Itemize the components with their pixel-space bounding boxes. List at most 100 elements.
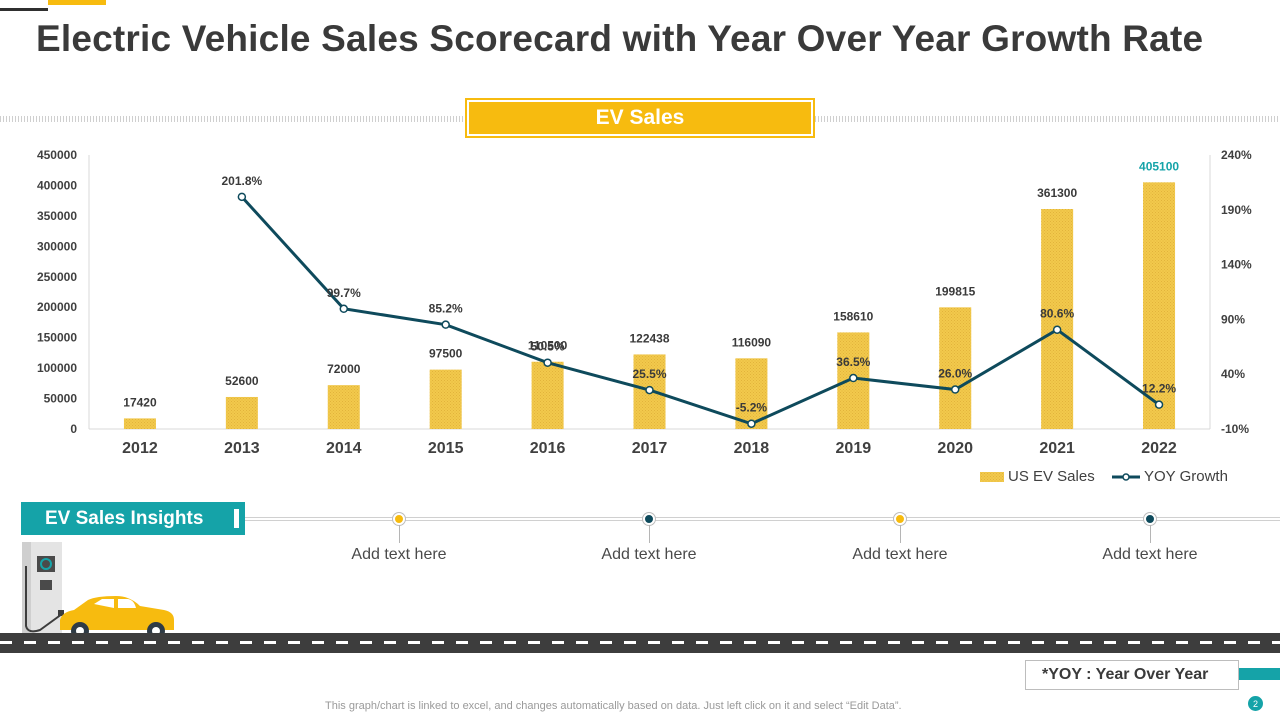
line-point: [645, 385, 654, 395]
y-left-tick-label: 50000: [44, 392, 78, 406]
line-point: [543, 358, 552, 367]
line-point: [237, 192, 247, 202]
bar: [225, 396, 258, 429]
yoy-definition: *YOY : Year Over Year: [1025, 660, 1239, 690]
line-point: [1052, 325, 1062, 334]
y-right-tick-label: -10%: [1221, 422, 1249, 436]
y-left-tick-label: 450000: [37, 148, 77, 162]
x-tick-label: 2015: [428, 440, 464, 457]
line-data-label: 50.5%: [531, 340, 565, 354]
x-tick-label: 2012: [122, 440, 158, 457]
insight-text-4[interactable]: Add text here: [1102, 546, 1198, 563]
timeline-stem-2: [649, 525, 650, 543]
ev-charging-illustration: [22, 542, 174, 638]
charger-cable: [25, 566, 63, 633]
timeline-stem-3: [900, 525, 901, 543]
line-point: [747, 419, 756, 428]
hatch-divider-right: [815, 116, 1280, 122]
line-data-label: 12.2%: [1142, 382, 1176, 396]
x-tick-label: 2017: [632, 440, 668, 457]
accent-bar-yellow: [48, 0, 106, 5]
bar-data-label: 110500: [528, 339, 568, 353]
line-data-label: 80.6%: [1040, 307, 1074, 321]
x-tick-label: 2020: [937, 440, 973, 457]
x-tick-label: 2021: [1039, 440, 1075, 457]
bar: [327, 385, 360, 429]
charger-indicator-icon: [40, 558, 52, 570]
car-window-rear: [118, 599, 136, 608]
y-right-tick-label: 40%: [1221, 367, 1245, 381]
accent-bar-dark: [0, 8, 48, 11]
x-tick-label: 2014: [326, 440, 362, 457]
timeline-stem-1: [399, 525, 400, 543]
timeline-node-4: [1144, 513, 1156, 525]
y-left-tick-label: 100000: [37, 361, 77, 375]
bar-data-label: 97500: [429, 347, 463, 361]
bar-data-label: 405100: [1139, 159, 1179, 173]
chart-title-box: EV Sales: [465, 98, 815, 138]
teal-accent-strip: [1239, 668, 1280, 680]
bar-data-label: 361300: [1037, 186, 1077, 200]
bar-data-label: 122438: [629, 331, 669, 345]
x-tick-label: 2013: [224, 440, 260, 457]
bar-data-label: 17420: [123, 395, 157, 409]
charger-button: [40, 580, 52, 590]
y-left-tick-label: 250000: [37, 270, 77, 284]
line-point: [339, 304, 349, 314]
bar: [429, 369, 462, 429]
legend-bar-label: US EV Sales: [1008, 468, 1095, 485]
insight-text-2[interactable]: Add text here: [601, 546, 697, 563]
line-data-label: 201.8%: [222, 174, 263, 188]
legend-line-marker: [1122, 473, 1130, 481]
timeline-stem-4: [1150, 525, 1151, 543]
y-left-tick-label: 150000: [37, 331, 77, 345]
footer-note: This graph/chart is linked to excel, and…: [325, 700, 902, 712]
line-data-label: 36.5%: [836, 355, 870, 369]
road-markings: [0, 641, 1280, 644]
line-point: [849, 373, 858, 383]
bar-data-label: 116090: [732, 335, 772, 349]
y-left-tick-label: 350000: [37, 209, 77, 223]
x-tick-label: 2019: [836, 440, 872, 457]
bar-data-label: 158610: [833, 309, 873, 323]
yoy-growth-line: [240, 195, 1160, 426]
line-point: [950, 385, 960, 394]
line-data-label: -5.2%: [736, 401, 768, 415]
car-body: [60, 596, 174, 630]
bar: [531, 361, 564, 429]
insight-text-1[interactable]: Add text here: [351, 546, 447, 563]
y-right-tick-label: 190%: [1221, 203, 1252, 217]
line-data-label: 85.2%: [429, 302, 463, 316]
timeline-node-1: [393, 513, 405, 525]
bar: [1143, 182, 1176, 429]
line-point: [441, 320, 450, 329]
chart-title: EV Sales: [469, 102, 811, 134]
bar-data-label: 52600: [225, 374, 259, 388]
ev-sales-chart: 0 50000 100000 150000 200000 250000 300000 3500…: [37, 148, 1252, 485]
insights-title: EV Sales Insights: [21, 502, 245, 535]
y-left-tick-label: 200000: [37, 300, 77, 314]
car-window-front: [94, 599, 114, 608]
legend-bar-swatch: [980, 472, 1004, 482]
page-title: Electric Vehicle Sales Scorecard with Ye…: [36, 18, 1204, 59]
timeline-node-3: [894, 513, 906, 525]
charger-screen: [37, 556, 55, 572]
insight-text-3[interactable]: Add text here: [852, 546, 948, 563]
line-data-label: 25.5%: [632, 367, 666, 381]
y-right-tick-label: 240%: [1221, 148, 1252, 162]
y-left-tick-label: 400000: [37, 178, 77, 192]
insights-timeline: [245, 517, 1280, 521]
bar-data-label: 199815: [935, 284, 975, 298]
y-left-tick-label: 300000: [37, 239, 77, 253]
bar: [939, 307, 972, 429]
bar: [735, 358, 768, 429]
legend-line-label: YOY Growth: [1144, 468, 1228, 485]
bar-data-label: 72000: [327, 362, 361, 376]
charger-plug: [58, 610, 64, 616]
y-right-tick-label: 90%: [1221, 312, 1245, 326]
x-tick-label: 2022: [1141, 440, 1177, 457]
line-point: [1154, 400, 1164, 409]
hatch-divider-left: [0, 116, 465, 122]
y-left-tick-label: 0: [70, 422, 77, 436]
bar: [1041, 209, 1074, 429]
